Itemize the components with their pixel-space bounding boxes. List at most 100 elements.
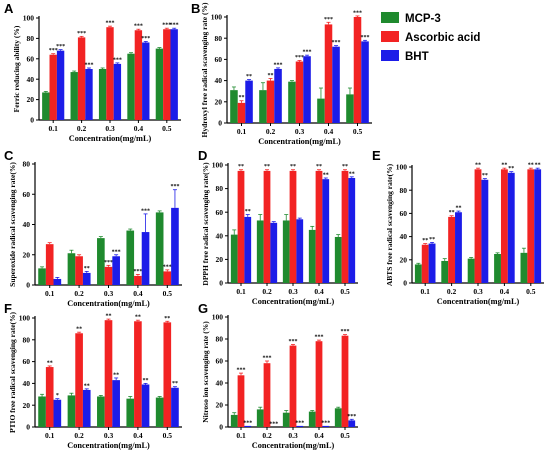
y-tick-label: 100 xyxy=(19,314,31,323)
panel-letter: A xyxy=(4,1,14,16)
panel-b: B0204060801000.1****0.2*****0.3******0.4… xyxy=(191,1,372,146)
y-tick-label: 80 xyxy=(27,34,35,43)
x-tick-label: 0.5 xyxy=(340,431,350,440)
significance-label: ** xyxy=(113,372,119,378)
significance-label: *** xyxy=(274,62,283,68)
bar-mcp-3 xyxy=(230,90,238,123)
bar-mcp-3 xyxy=(97,238,105,285)
y-tick-label: 60 xyxy=(400,209,408,218)
significance-label: ** xyxy=(239,95,245,101)
bar-mcp-3 xyxy=(126,230,135,285)
y-tick-label: 100 xyxy=(212,161,224,170)
bar-mcp-3 xyxy=(230,234,238,283)
y-axis-title: Nitroso ion scavenging rate (%) xyxy=(201,321,210,423)
significance-label: ** xyxy=(246,74,252,80)
x-tick-label: 0.3 xyxy=(105,124,115,133)
significance-label: ** xyxy=(455,206,461,212)
x-tick-label: 0.4 xyxy=(133,431,143,440)
significance-label: *** xyxy=(341,329,350,335)
y-tick-label: 0 xyxy=(219,279,223,288)
significance-label: ** xyxy=(47,360,53,366)
y-tick-label: 60 xyxy=(23,190,31,199)
y-tick-label: 40 xyxy=(216,379,224,388)
y-tick-label: 80 xyxy=(400,186,408,195)
panel-letter: G xyxy=(198,301,208,316)
significance-label: ** xyxy=(238,164,244,170)
bar-ascorbic-acid xyxy=(106,27,114,120)
significance-label: ** xyxy=(528,163,534,169)
bar-mcp-3 xyxy=(126,398,135,427)
y-axis-title: PTIO free radical scavenging rate(%) xyxy=(8,311,17,433)
significance-label: *** xyxy=(295,420,304,426)
y-tick-label: 20 xyxy=(23,250,31,259)
bar-ascorbic-acid xyxy=(104,320,113,427)
bar-mcp-3 xyxy=(127,53,135,121)
significance-label: *** xyxy=(315,335,324,341)
x-axis-title: Concentration(mg/mL) xyxy=(258,137,341,146)
y-tick-label: 60 xyxy=(215,55,223,64)
significance-label: *** xyxy=(321,420,330,426)
bar-mcp-3 xyxy=(155,48,164,120)
bar-mcp-3 xyxy=(282,220,290,283)
significance-label: *** xyxy=(106,21,115,27)
bar-bht xyxy=(348,420,356,427)
bar-ascorbic-acid xyxy=(237,102,246,123)
bar-bht xyxy=(507,172,515,283)
significance-label: *** xyxy=(113,57,122,63)
bar-bht xyxy=(85,69,93,120)
y-tick-label: 80 xyxy=(23,335,31,344)
significance-label: *** xyxy=(170,23,179,29)
x-axis-title: Concentration(mg/mL) xyxy=(69,134,152,143)
panel-a: A0204060801000.1******0.2******0.3******… xyxy=(4,1,181,143)
y-tick-label: 0 xyxy=(403,279,407,288)
bar-mcp-3 xyxy=(308,411,316,427)
panel-letter: E xyxy=(372,148,381,163)
bar-mcp-3 xyxy=(317,98,325,123)
y-tick-label: 20 xyxy=(216,401,224,410)
x-axis-title: Concentration(mg/mL) xyxy=(67,299,150,308)
x-tick-label: 0.4 xyxy=(314,431,324,440)
bar-ascorbic-acid xyxy=(500,169,508,283)
bar-ascorbic-acid xyxy=(75,256,83,285)
panel-letter: F xyxy=(4,301,12,316)
x-tick-label: 0.4 xyxy=(134,124,144,133)
panel-d: D0204060801000.1****0.2**0.3**0.4****0.5… xyxy=(198,148,358,306)
x-tick-label: 0.3 xyxy=(295,127,305,136)
bar-ascorbic-acid xyxy=(289,170,297,283)
significance-label: *** xyxy=(243,420,252,426)
significance-label: *** xyxy=(163,264,172,270)
bar-ascorbic-acid xyxy=(341,335,349,427)
bar-ascorbic-acid xyxy=(315,341,323,427)
significance-label: *** xyxy=(289,339,298,345)
y-tick-label: 80 xyxy=(215,34,223,43)
bar-ascorbic-acid xyxy=(134,321,142,427)
significance-label: ** xyxy=(268,73,274,79)
x-tick-label: 0.2 xyxy=(74,431,84,440)
bar-bht xyxy=(82,272,91,285)
x-tick-label: 0.1 xyxy=(45,431,55,440)
bar-ascorbic-acid xyxy=(163,29,171,120)
y-axis-title: Superoxide radical scavenging rate(%) xyxy=(8,162,17,287)
legend-label-mcp3: MCP-3 xyxy=(405,13,441,25)
x-tick-label: 0.1 xyxy=(236,287,246,296)
y-axis-title: DPPH free radical scavenging rate(%) xyxy=(201,162,210,286)
x-tick-label: 0.5 xyxy=(526,287,536,296)
y-tick-label: 20 xyxy=(23,401,31,410)
significance-label: ** xyxy=(323,172,329,178)
significance-label: ** xyxy=(449,210,455,216)
y-tick-label: 80 xyxy=(23,160,31,169)
bar-bht xyxy=(274,68,282,123)
bar-bht xyxy=(245,80,253,123)
bar-ascorbic-acid xyxy=(163,271,172,285)
bar-mcp-3 xyxy=(494,254,501,283)
y-tick-label: 60 xyxy=(27,54,35,63)
bar-mcp-3 xyxy=(98,69,107,120)
significance-label: *** xyxy=(347,414,356,420)
x-tick-label: 0.3 xyxy=(288,431,298,440)
y-tick-label: 40 xyxy=(23,379,31,388)
x-tick-label: 0.3 xyxy=(473,287,483,296)
significance-label: *** xyxy=(361,35,370,41)
bar-ascorbic-acid xyxy=(266,80,275,123)
bar-ascorbic-acid xyxy=(77,37,86,120)
bar-ascorbic-acid xyxy=(104,266,113,285)
